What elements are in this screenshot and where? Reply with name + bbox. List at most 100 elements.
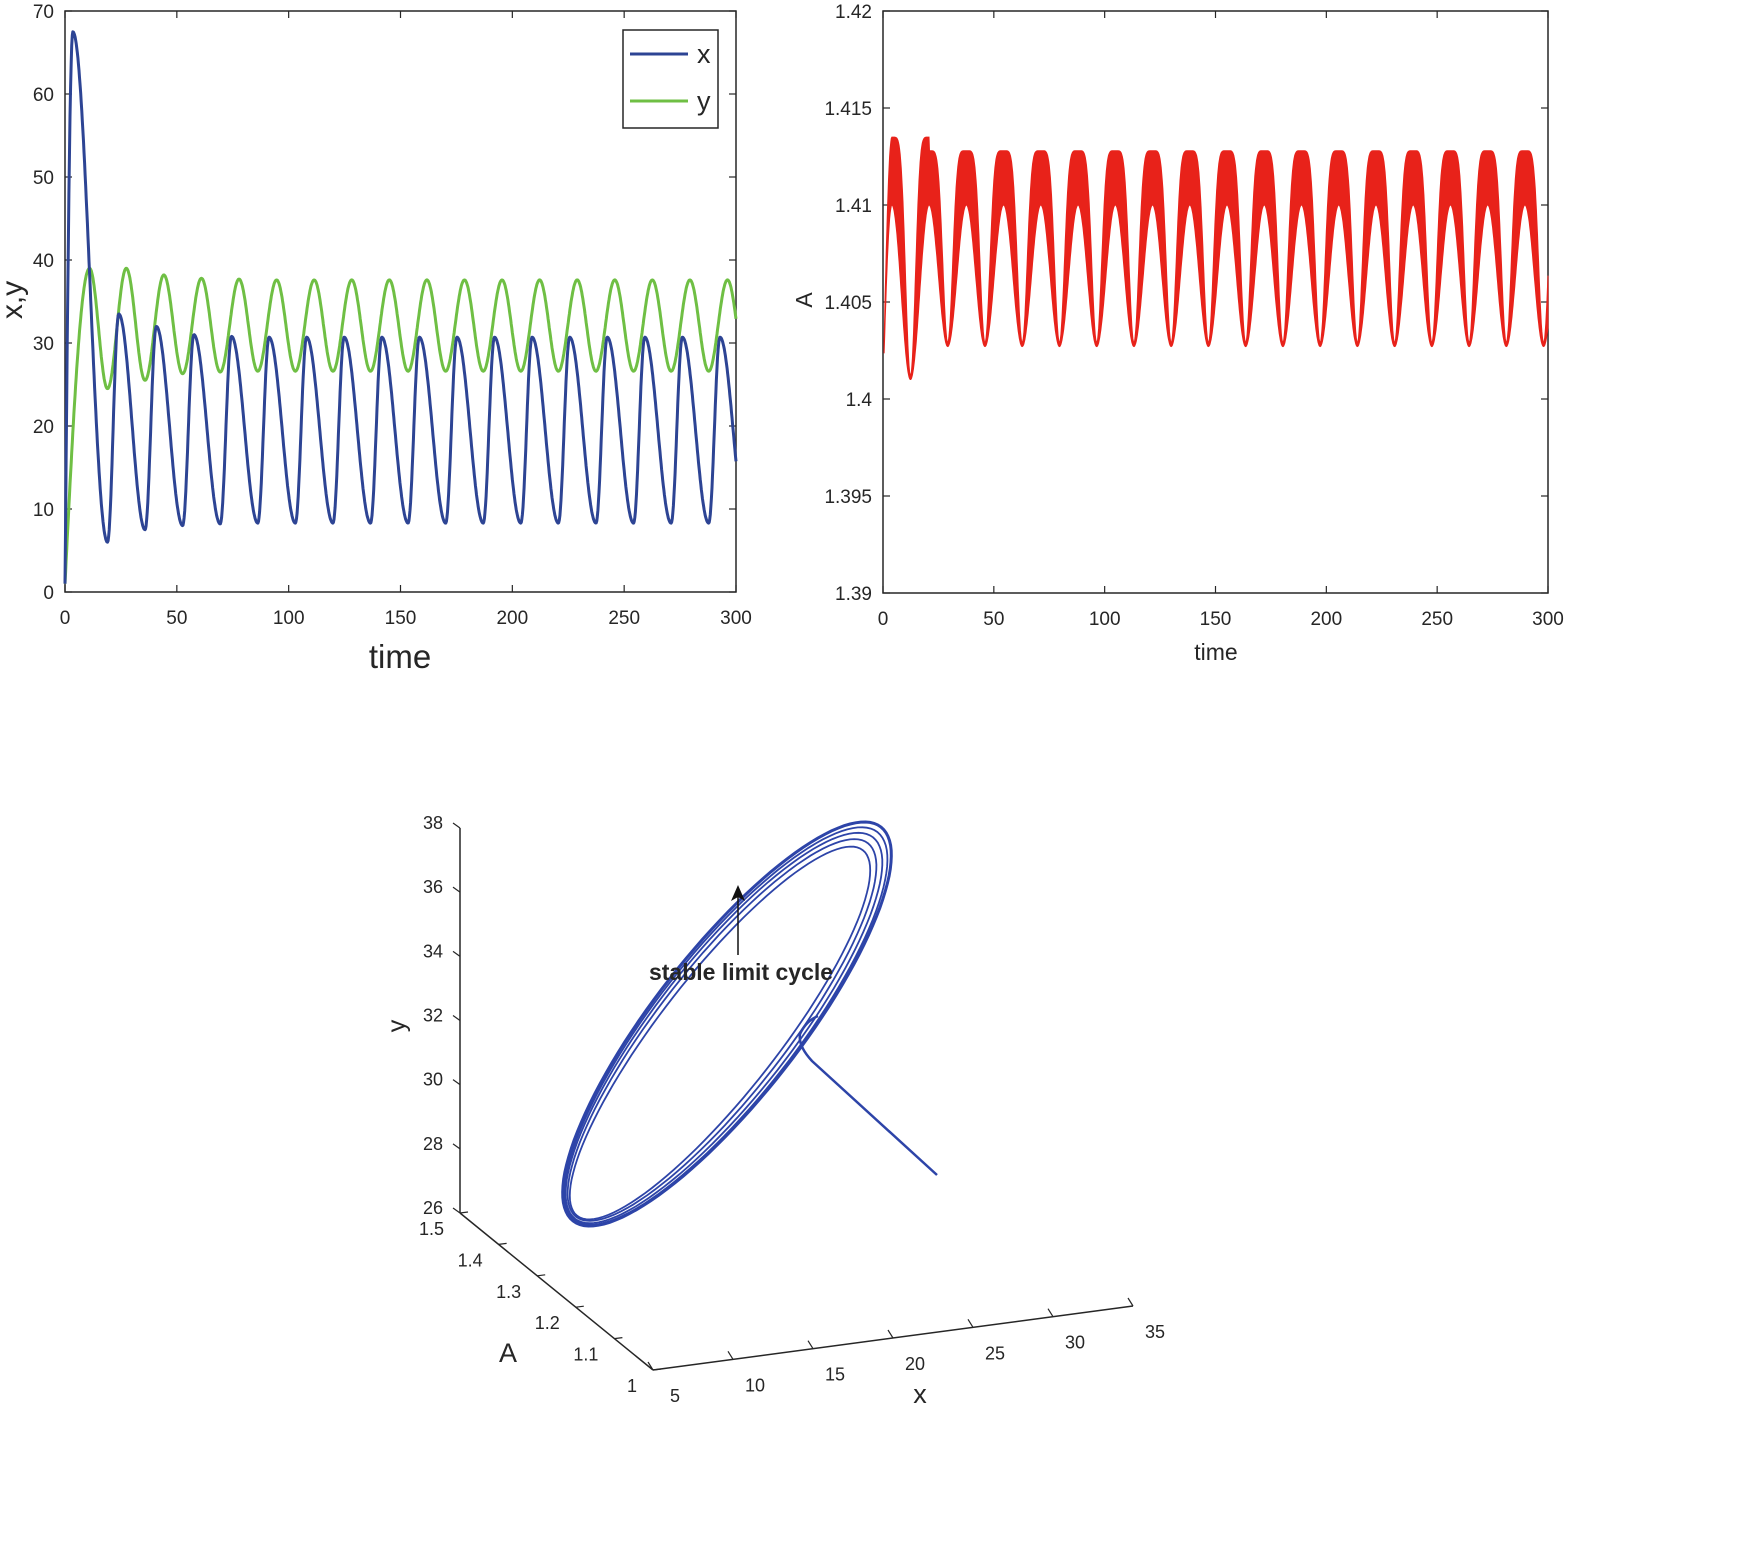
limit-cycle-loop: [561, 820, 893, 1228]
x-axis-label: time: [369, 638, 431, 675]
a-tick-mark: [537, 1274, 546, 1277]
limit-cycle-loop: [563, 826, 889, 1226]
y-tick-label: 60: [33, 85, 54, 106]
z-tick-mark: [452, 1079, 461, 1086]
x-tick-label: 100: [1089, 609, 1121, 630]
x-tick-label: 50: [983, 609, 1004, 630]
chart-3d-limit-cycle: 26 28 30 32 34 36 38 1 1.1 1.2 1.3 1.4 1.5 5 10 15 20 2…: [383, 813, 1165, 1409]
y-tick-labels: 1.39 1.395 1.4 1.405 1.41 1.415 1.42: [824, 2, 872, 605]
limit-cycle-loop: [568, 845, 872, 1221]
x-tick-label: 20: [905, 1354, 925, 1374]
y-tick-labels: 0 10 20 30 40 50 60 70: [33, 2, 54, 604]
x-tick-labels: 0 50 100 150 200 250 300: [60, 608, 752, 629]
z-tick-mark: [452, 1207, 461, 1214]
y-tick-label: 70: [33, 2, 54, 23]
series-band-A: [883, 136, 1549, 380]
x-tick-label: 300: [720, 608, 752, 629]
z-tick-mark: [452, 1015, 461, 1021]
x-axis-label: time: [1194, 639, 1237, 665]
y-tick-label: 1.41: [835, 196, 872, 217]
x-tick-label: 5: [670, 1386, 680, 1406]
x-tick-mark: [967, 1319, 974, 1328]
y-tick-label: 1.4: [846, 390, 873, 411]
annotation-arrowhead: [731, 885, 745, 901]
a-axis-label: A: [499, 1338, 517, 1368]
tick-marks: [452, 822, 1134, 1371]
x-tick-mark: [1127, 1297, 1134, 1307]
y-axis-label: x,y: [0, 281, 29, 319]
series-line-y: [63, 266, 738, 584]
x-tick-mark: [1047, 1308, 1054, 1317]
a-tick-label: 1.2: [535, 1313, 560, 1333]
transient-trajectory: [798, 1014, 938, 1176]
a-tick-label: 1.5: [419, 1219, 444, 1239]
z-tick-label: 36: [423, 877, 443, 897]
x-tick-label: 30: [1065, 1333, 1085, 1353]
z-tick-mark: [452, 950, 461, 957]
z-tick-mark: [452, 886, 461, 893]
legend-label-y: y: [697, 86, 711, 116]
a-tick-label: 1.4: [458, 1250, 483, 1270]
x-tick-label: 250: [1421, 609, 1453, 630]
a-tick-mark: [575, 1305, 584, 1308]
x-tick-label: 0: [60, 608, 71, 629]
y-tick-label: 1.395: [824, 487, 872, 508]
x-tick-label: 150: [385, 608, 417, 629]
x-tick-label: 25: [985, 1343, 1005, 1363]
a-tick-labels: 1 1.1 1.2 1.3 1.4 1.5: [419, 1219, 637, 1396]
z-tick-mark: [452, 1143, 461, 1150]
legend-label-x: x: [697, 39, 711, 69]
y-tick-label: 1.415: [824, 99, 872, 120]
x-tick-labels: 0 50 100 150 200 250 300: [878, 609, 1564, 630]
a-tick-label: 1.1: [573, 1345, 598, 1365]
annotation-label: stable limit cycle: [649, 959, 833, 985]
limit-cycle-loop: [564, 831, 884, 1225]
legend-box: [622, 29, 719, 129]
x-tick-label: 250: [608, 608, 640, 629]
x-tick-label: 15: [825, 1365, 845, 1385]
x-tick-label: 0: [878, 609, 889, 630]
x-tick-label: 300: [1532, 609, 1564, 630]
x-tick-mark: [727, 1351, 734, 1360]
z-tick-labels: 26 28 30 32 34 36 38: [423, 813, 443, 1218]
z-tick-label: 28: [423, 1134, 443, 1154]
y-tick-label: 0: [43, 583, 54, 604]
z-tick-label: 30: [423, 1070, 443, 1090]
limit-cycle-loop: [566, 838, 878, 1222]
a-tick-mark: [498, 1242, 507, 1245]
legend: x y: [622, 29, 719, 129]
y-tick-label: 50: [33, 168, 54, 189]
a-tick-mark: [614, 1337, 623, 1340]
limit-cycle-trajectory: [561, 820, 893, 1228]
z-tick-label: 32: [423, 1006, 443, 1026]
x-axis-label: x: [913, 1379, 927, 1409]
x-tick-mark: [887, 1329, 894, 1339]
x-tick-label: 200: [1310, 609, 1342, 630]
a-tick-label: 1.3: [496, 1282, 521, 1302]
x-tick-label: 100: [273, 608, 305, 629]
y-tick-label: 1.42: [835, 2, 872, 23]
series-line-x: [63, 30, 738, 584]
z-tick-mark: [452, 822, 461, 829]
x-tick-label: 10: [745, 1375, 765, 1395]
y-tick-label: 30: [33, 334, 54, 355]
z-tick-label: 26: [423, 1198, 443, 1218]
y-tick-label: 20: [33, 417, 54, 438]
a-tick-mark: [459, 1211, 469, 1214]
y-tick-label: 10: [33, 500, 54, 521]
y-tick-label: 1.39: [835, 584, 872, 605]
x-tick-label: 35: [1145, 1322, 1165, 1342]
z-axis-label: y: [383, 1019, 411, 1032]
y-tick-label: 40: [33, 251, 54, 272]
x-tick-label: 150: [1200, 609, 1232, 630]
x-tick-label: 200: [496, 608, 528, 629]
y-axis-label: A: [791, 292, 817, 308]
z-tick-label: 38: [423, 813, 443, 833]
z-tick-label: 34: [423, 941, 443, 961]
x-tick-mark: [647, 1361, 654, 1371]
x-tick-label: 50: [166, 608, 187, 629]
a-tick-label: 1: [627, 1376, 637, 1396]
x-tick-mark: [807, 1340, 814, 1349]
y-tick-label: 1.405: [824, 293, 872, 314]
